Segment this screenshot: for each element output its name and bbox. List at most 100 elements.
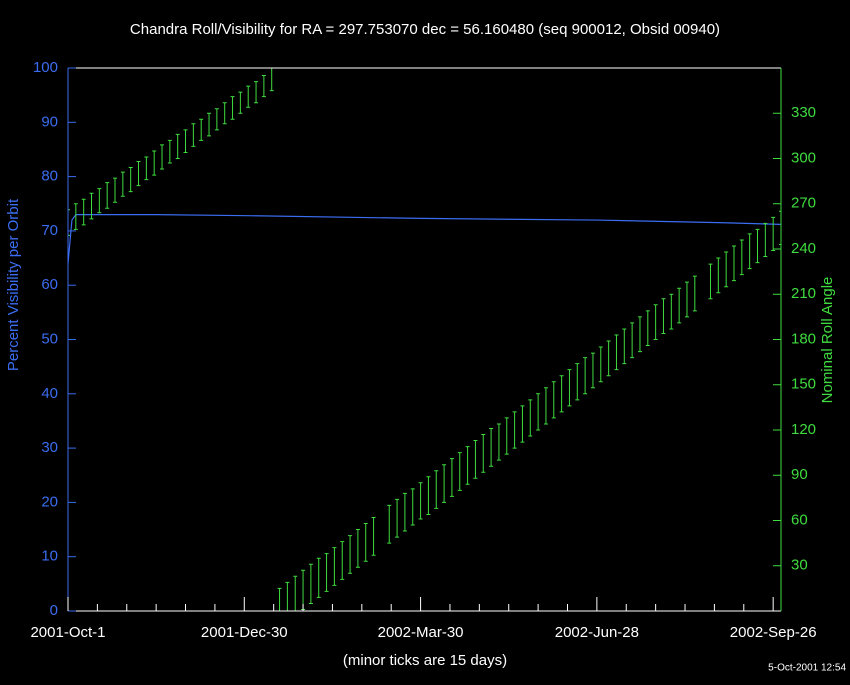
roll-range-bar (175, 133, 180, 159)
roll-range-bar (637, 316, 642, 353)
y2-tick-label: 300 (791, 149, 816, 166)
roll-range-bar (481, 434, 486, 473)
roll-range-bar (418, 482, 423, 520)
roll-range-bar (512, 411, 517, 449)
roll-range-bar (771, 216, 776, 252)
roll-range-bar (449, 458, 454, 497)
roll-range-bar (684, 281, 689, 318)
roll-range-bar (395, 498, 400, 538)
roll-range-bar (606, 340, 611, 377)
roll-range-bar (81, 198, 86, 226)
roll-range-bar (559, 375, 564, 413)
roll-range-bar (779, 210, 781, 245)
roll-range-bar (363, 523, 368, 562)
roll-range-bar (183, 129, 188, 153)
roll-range-bar (222, 102, 227, 125)
roll-range-bar (261, 75, 266, 98)
y2-axis-label: Nominal Roll Angle (819, 277, 836, 404)
roll-range-bar (246, 85, 251, 108)
roll-range-bar (520, 405, 525, 443)
roll-range-bar (238, 91, 243, 114)
roll-range-bar (457, 452, 462, 491)
y-tick-label: 40 (41, 385, 58, 402)
roll-range-bar (167, 139, 172, 164)
y2-tick-label: 150 (791, 376, 816, 393)
roll-range-bar (622, 328, 627, 365)
y2-tick-label: 180 (791, 330, 816, 347)
y-tick-label: 70 (41, 222, 58, 239)
x-tick-label: 2002-Mar-30 (378, 624, 464, 641)
roll-range-bar (332, 547, 337, 586)
roll-range-bar (340, 541, 345, 580)
roll-range-bar (230, 96, 235, 120)
roll-range-bar (160, 144, 165, 170)
roll-range-bar (105, 182, 110, 209)
roll-range-bar (567, 369, 572, 407)
roll-range-bar (496, 423, 501, 461)
roll-range-bar (301, 569, 306, 610)
roll-range-bar (653, 304, 658, 340)
roll-range-bar (285, 581, 290, 611)
visibility-line (68, 214, 781, 264)
x-tick-label: 2001-Dec-30 (201, 624, 288, 641)
y-axis-label: Percent Visibility per Orbit (5, 198, 22, 371)
roll-range-bar (89, 192, 94, 220)
x-tick-label: 2002-Jun-28 (555, 624, 639, 641)
roll-range-bar (442, 464, 447, 503)
roll-range-bar (207, 112, 212, 137)
roll-range-bar (387, 504, 392, 544)
roll-range-bar (645, 310, 650, 347)
roll-range-bar (504, 417, 509, 455)
roll-range-bar (68, 209, 70, 236)
y2-tick-label: 90 (791, 466, 808, 483)
roll-range-bar (402, 492, 407, 532)
roll-range-bar (371, 516, 376, 556)
y-tick-label: 20 (41, 493, 58, 510)
roll-range-bar (716, 257, 721, 294)
x-tick-label: 2002-Sep-26 (730, 624, 817, 641)
roll-range-bar (426, 476, 431, 515)
x-axis-label: (minor ticks are 15 days) (343, 652, 507, 669)
roll-range-bar (583, 357, 588, 395)
y2-tick-label: 330 (791, 104, 816, 121)
roll-range-bar (410, 488, 415, 526)
roll-range-bar (763, 222, 768, 258)
roll-range-bar (355, 529, 360, 568)
roll-range-bar (348, 535, 353, 574)
roll-range-bar (708, 263, 713, 300)
roll-range-bar (254, 81, 259, 104)
chart-title: Chandra Roll/Visibility for RA = 297.753… (130, 21, 720, 38)
roll-range-bar (97, 188, 102, 214)
roll-range-bar (747, 233, 752, 270)
y2-tick-label: 270 (791, 195, 816, 212)
y-tick-label: 30 (41, 439, 58, 456)
roll-range-bar (614, 334, 619, 371)
roll-range-bar (324, 553, 329, 592)
roll-range-bar (598, 346, 603, 383)
roll-range-bar (136, 161, 141, 187)
roll-range-bar (590, 352, 595, 389)
roll-range-bar (731, 245, 736, 282)
roll-range-bar (543, 387, 548, 425)
roll-range-bar (113, 177, 118, 203)
roll-range-bar (528, 399, 533, 437)
x-tick-label: 2001-Oct-1 (30, 624, 105, 641)
roll-range-bar (575, 363, 580, 401)
y2-tick-label: 120 (791, 421, 816, 438)
footnote: 5-Oct-2001 12:54 (768, 663, 846, 674)
roll-range-bar (308, 563, 313, 604)
roll-range-bar (661, 298, 666, 334)
y-tick-label: 80 (41, 168, 58, 185)
roll-range-bar (191, 123, 196, 147)
y-tick-label: 0 (50, 602, 58, 619)
roll-range-bar (739, 239, 744, 276)
roll-range-bar (316, 557, 321, 598)
roll-range-bar (692, 275, 697, 312)
roll-range-bar (120, 171, 125, 197)
roll-range-bar (489, 427, 494, 467)
roll-range-bar (536, 393, 541, 431)
roll-range-bar (277, 587, 282, 611)
y-tick-label: 90 (41, 113, 58, 130)
